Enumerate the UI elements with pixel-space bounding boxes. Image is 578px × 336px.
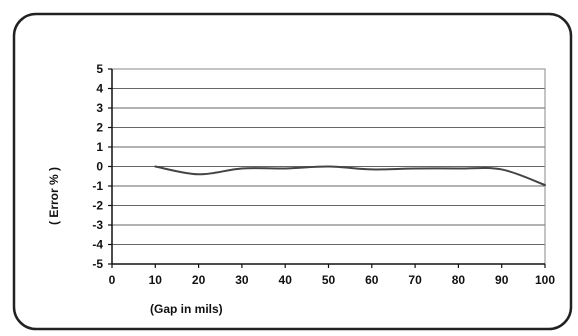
x-tick-label: 70 xyxy=(408,273,422,287)
x-tick-label: 30 xyxy=(235,273,249,287)
y-tick-labels: 5 4 3 2 1 0 -1 -2 -3 -4 -5 xyxy=(92,62,103,271)
x-tick-label: 60 xyxy=(365,273,379,287)
x-axis-title: (Gap in mils) xyxy=(150,302,223,316)
x-tick-label: 80 xyxy=(452,273,466,287)
chart-frame xyxy=(12,12,573,331)
y-tick-label: -3 xyxy=(92,218,103,232)
x-tick-label: 0 xyxy=(109,273,116,287)
x-tick-label: 100 xyxy=(535,273,555,287)
x-tick-labels: 0 10 20 30 40 50 60 70 80 90 100 xyxy=(109,273,556,287)
y-tick-label: -4 xyxy=(92,238,103,252)
axes xyxy=(108,68,546,268)
y-tick-label: 3 xyxy=(96,101,103,115)
x-tick-label: 90 xyxy=(495,273,509,287)
y-tick-label: 0 xyxy=(96,160,103,174)
series xyxy=(154,165,546,187)
series-line-0 xyxy=(154,165,546,187)
x-tick-label: 20 xyxy=(192,273,206,287)
y-tick-label: 5 xyxy=(96,62,103,76)
y-axis-title: ( Error % ) xyxy=(47,167,61,225)
x-tick-label: 10 xyxy=(149,273,163,287)
y-tick-label: -5 xyxy=(92,257,103,271)
y-tick-label: 4 xyxy=(96,82,103,96)
x-tick-label: 40 xyxy=(279,273,293,287)
y-tick-label: 2 xyxy=(96,121,103,135)
y-tick-label: -1 xyxy=(92,179,103,193)
y-tick-label: 1 xyxy=(96,140,103,154)
x-tick-label: 50 xyxy=(322,273,336,287)
y-tick-label: -2 xyxy=(92,199,103,213)
